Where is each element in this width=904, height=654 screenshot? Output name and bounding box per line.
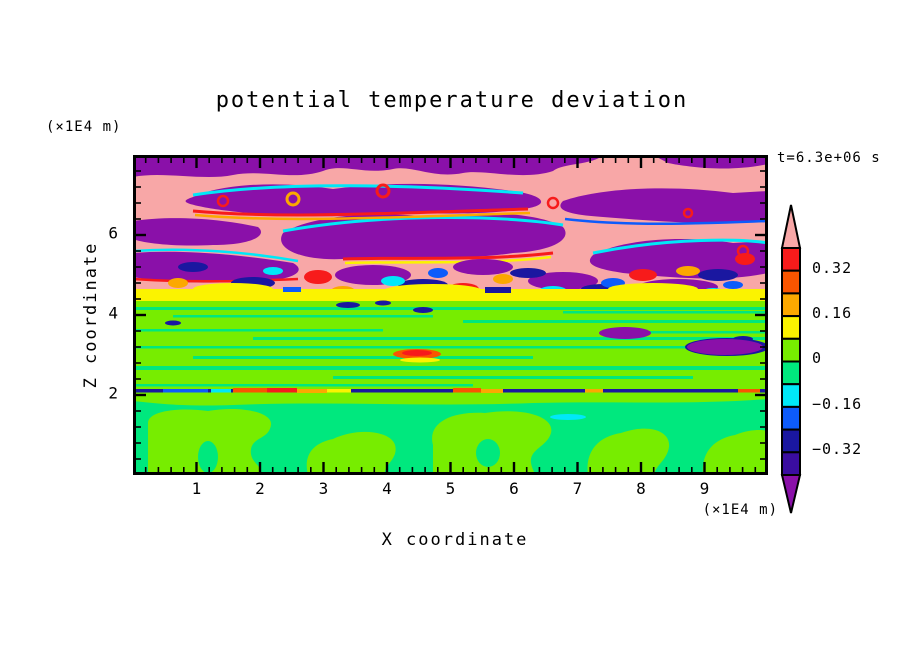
x-tick-label-6: 6 [509,479,519,498]
x-tick-label-3: 3 [318,479,329,498]
colorbar-tick-label-4: −0.32 [812,440,863,458]
colorbar-swatch-3 [781,315,801,340]
x-tick-label-8: 8 [636,479,646,498]
colorbar-swatch-9 [781,451,801,477]
colorbar-swatch-2 [781,292,801,318]
time-label: t=6.3e+06 s [777,150,881,166]
contour-plot-svg [133,155,768,475]
middle-layer [133,300,768,393]
x-axis-unit-label: (×1E4 m) [702,502,778,518]
upper-wave-layer [133,155,768,301]
z-tick-label-2: 2 [108,383,118,403]
x-axis-title: X coordinate [381,530,529,550]
colorbar-tick-label-0: 0.32 [812,259,853,277]
page-title: potential temperature deviation [215,88,689,113]
z-axis-unit-label: (×1E4 m) [46,119,122,135]
x-tick-label-1: 1 [191,479,202,498]
x-tick-label-7: 7 [572,479,583,498]
yellow-band [133,283,768,301]
colorbar-tick-label-2: 0 [812,349,823,367]
colorbar [780,204,802,514]
colorbar-swatch-5 [781,360,801,386]
colorbar-swatch-7 [781,405,801,431]
colorbar-tick-label-3: −0.16 [812,395,863,413]
x-tick-label-9: 9 [699,479,710,498]
axis-ticks [136,158,765,472]
colorbar-swatch-6 [781,383,801,408]
x-tick-label-2: 2 [255,479,265,498]
colorbar-svg [780,204,802,514]
colorbar-swatch-4 [781,337,801,363]
contour-plot [133,155,768,475]
z-tick-label-4: 4 [108,303,118,323]
colorbar-swatch-1 [781,269,801,295]
colorbar-swatch-0 [781,247,801,272]
colorbar-tick-label-1: 0.16 [812,304,853,322]
colorbar-swatch-8 [781,428,801,454]
convective-layer [133,393,768,475]
colorbar-arrow-up [780,204,802,249]
z-tick-label-6: 6 [108,223,118,243]
x-tick-label-4: 4 [382,479,392,498]
plot-border [133,155,768,475]
inversion-line [133,388,768,393]
x-tick-label-5: 5 [445,479,456,498]
colorbar-arrow-down [780,474,802,514]
